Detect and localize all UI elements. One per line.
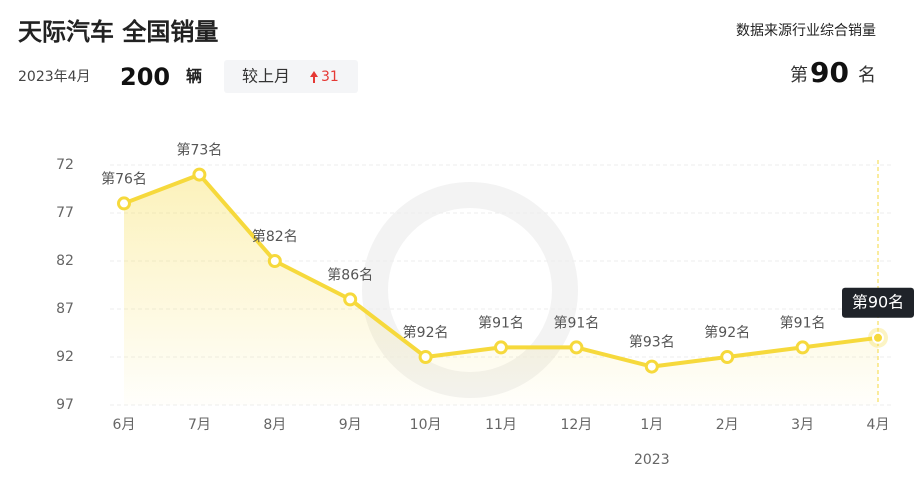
year-label: 2023 <box>634 452 670 468</box>
source: 数据来源行业综合销量 <box>736 23 876 39</box>
point <box>494 340 508 355</box>
value-label: 第73名 <box>176 142 222 159</box>
rank: 90 <box>810 56 849 89</box>
x-tick-label: 11月 <box>485 417 517 433</box>
y-tick-label: 77 <box>56 205 74 221</box>
point <box>795 340 810 355</box>
point <box>644 359 659 374</box>
value-label: 第76名 <box>101 170 147 187</box>
date: 2023年4月 <box>18 69 91 85</box>
title: 天际汽车 全国销量 <box>18 18 218 46</box>
x-tick-label: 6月 <box>113 417 136 433</box>
value-label: 第93名 <box>629 334 675 351</box>
label-box <box>842 287 914 318</box>
x-tick-label: 4月 <box>867 417 890 433</box>
change: 31 <box>321 69 339 85</box>
point <box>569 340 584 355</box>
rank-prefix: 第 <box>790 65 808 86</box>
up-arrow <box>310 71 318 83</box>
y-tick-label: 72 <box>56 157 74 173</box>
point <box>418 350 433 364</box>
x-tick-label: 1月 <box>640 417 663 433</box>
x-tick-label: 7月 <box>188 417 211 433</box>
compare-box <box>224 60 358 93</box>
value-label: 第91名 <box>780 314 826 331</box>
value-label: 第86名 <box>327 266 373 283</box>
value-label: 第82名 <box>252 228 298 245</box>
point <box>343 292 358 307</box>
y-tick-label: 92 <box>56 349 74 365</box>
area <box>124 174 878 405</box>
y-tick-label: 87 <box>56 301 74 317</box>
point <box>720 350 735 364</box>
sales: 200 <box>120 63 170 91</box>
unit: 辆 <box>186 67 202 86</box>
x-tick-label: 12月 <box>560 417 592 433</box>
value-label: 第91名 <box>553 314 599 331</box>
point <box>117 196 131 211</box>
value-label: 第92名 <box>403 324 449 341</box>
rank-suffix: 名 <box>858 65 876 86</box>
value-label: 第90名 <box>852 292 904 311</box>
point <box>192 167 207 182</box>
y-tick-label: 97 <box>56 397 74 413</box>
value-label: 第91名 <box>478 314 524 331</box>
point <box>267 254 282 268</box>
compare-label: 较上月 <box>242 67 290 86</box>
value-label: 第92名 <box>704 324 750 341</box>
y-tick-label: 82 <box>56 253 74 269</box>
point <box>872 331 884 344</box>
x-tick-label: 8月 <box>263 417 286 433</box>
x-tick-label: 10月 <box>410 417 442 433</box>
x-tick-label: 3月 <box>791 417 814 433</box>
x-tick-label: 9月 <box>339 417 362 433</box>
x-tick-label: 2月 <box>716 417 739 433</box>
